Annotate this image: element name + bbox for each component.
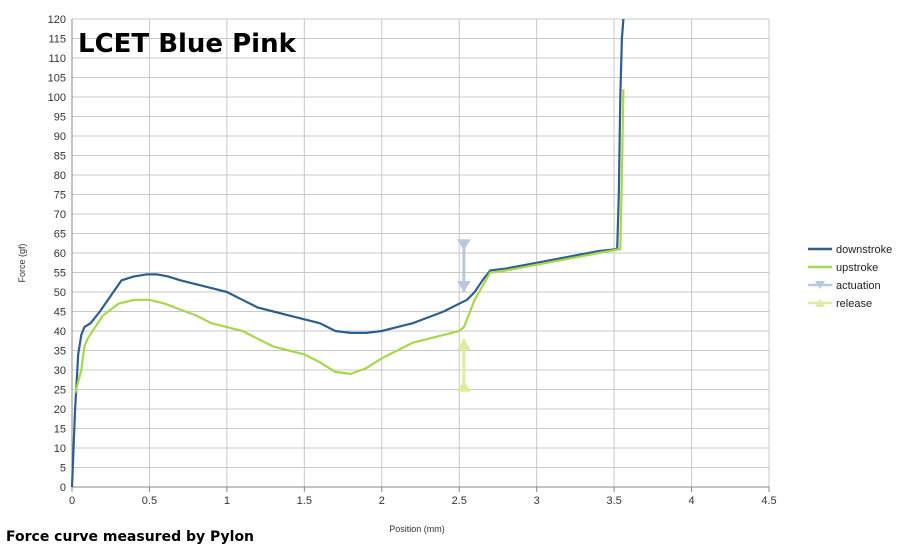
y-tick-label: 65 (54, 229, 66, 241)
y-tick-label: 5 (60, 463, 66, 475)
x-axis-label: Position (mm) (389, 524, 445, 534)
legend-release-label: release (836, 298, 872, 310)
x-tick-label: 4 (688, 495, 694, 507)
chart-series (70, 18, 625, 488)
legend-actuation-label: actuation (836, 280, 881, 292)
y-tick-label: 95 (54, 112, 66, 124)
series-actuation-marker (456, 281, 471, 292)
y-tick-label: 75 (54, 190, 66, 202)
series-actuation-marker (456, 239, 471, 251)
y-tick-label: 20 (54, 404, 66, 416)
y-tick-label: 30 (54, 365, 66, 377)
y-tick-label: 45 (54, 307, 66, 319)
x-tick-label: 1 (224, 495, 230, 507)
y-tick-label: 70 (54, 209, 66, 221)
y-tick-label: 90 (54, 131, 66, 143)
y-tick-label: 110 (48, 53, 66, 65)
legend-downstroke-label: downstroke (836, 244, 892, 256)
y-tick-label: 35 (54, 346, 66, 358)
footer-caption: Force curve measured by Pylon (6, 529, 255, 545)
y-tick-label: 55 (54, 268, 66, 280)
y-tick-label: 40 (54, 326, 66, 338)
chart-axes (71, 19, 770, 492)
y-tick-label: 0 (60, 482, 66, 494)
x-tick-label: 2 (379, 495, 385, 507)
y-tick-label: 50 (54, 287, 66, 299)
legend-release-marker (815, 299, 825, 307)
legend-upstroke-label: upstroke (836, 262, 878, 274)
y-tick-label: 25 (54, 385, 66, 397)
y-tick-label: 15 (54, 424, 66, 436)
x-tick-label: 0.5 (142, 495, 157, 507)
y-tick-label: 60 (54, 248, 66, 260)
y-tick-label: 100 (48, 92, 66, 104)
x-tick-label: 3 (534, 495, 540, 507)
y-tick-label: 10 (54, 443, 66, 455)
y-tick-label: 85 (54, 151, 66, 163)
y-tick-label: 120 (48, 14, 66, 26)
chart-legend: downstroke upstroke actuation release (808, 244, 892, 310)
chart-grid (72, 18, 770, 487)
y-tick-label: 80 (54, 170, 66, 182)
x-tick-label: 2.5 (452, 495, 467, 507)
x-tick-label: 0 (69, 495, 75, 507)
y-axis-label: Force (gf) (17, 243, 27, 282)
series-release-marker (456, 338, 471, 350)
series-release-marker (456, 380, 471, 392)
x-tick-labels: 0 0.5 1 1.5 2 2.5 3 3.5 4 4.5 (69, 495, 777, 507)
series-downstroke-line (70, 18, 625, 488)
y-tick-label: 115 (48, 34, 66, 46)
y-tick-label: 105 (48, 73, 66, 85)
x-tick-label: 3.5 (606, 495, 621, 507)
legend-actuation-marker (815, 281, 825, 289)
x-tick-label: 1.5 (297, 495, 312, 507)
y-tick-labels: 0 5 10 15 20 25 30 35 40 45 50 55 60 65 70 75 80 85 90 95 10… (48, 14, 66, 494)
series-upstroke-line (74, 89, 625, 394)
chart-title: LCET Blue Pink (78, 29, 297, 59)
x-tick-label: 4.5 (761, 495, 776, 507)
